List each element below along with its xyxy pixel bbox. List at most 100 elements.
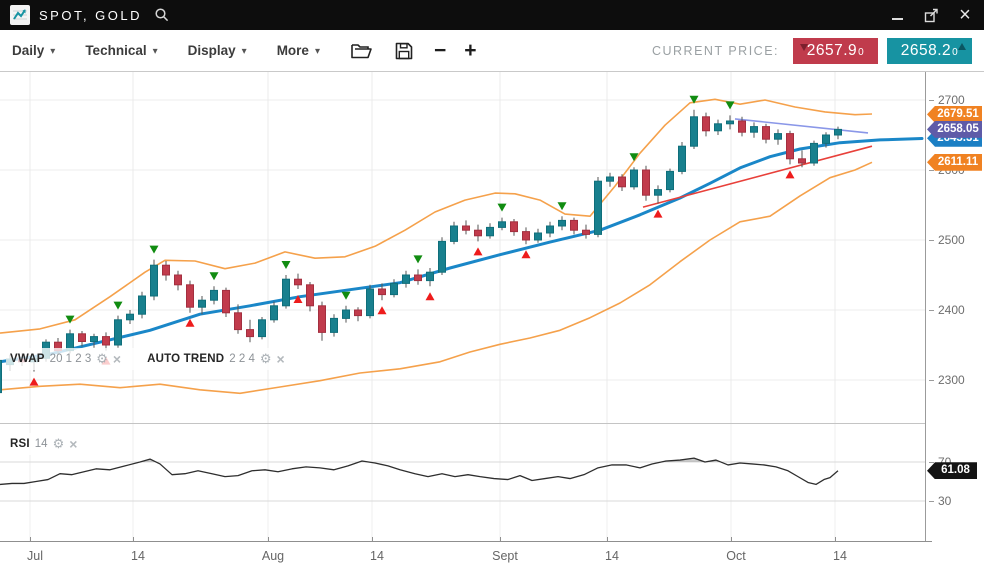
- candle-body: [0, 359, 2, 394]
- price-up-arrow-icon: [958, 42, 966, 50]
- time-axis[interactable]: Jul 14 Aug 14 Sept 14 Oct 14: [0, 537, 932, 569]
- folder-open-icon[interactable]: [350, 39, 374, 63]
- rsi-settings-icon[interactable]: ⚙: [52, 436, 65, 451]
- minimize-button[interactable]: [888, 6, 906, 24]
- auto-trend-params: 2 2 4: [229, 353, 255, 365]
- candle-body: [150, 264, 158, 297]
- candle-body: [282, 278, 290, 307]
- candle-body: [126, 313, 134, 321]
- candle-body: [450, 225, 458, 242]
- sell-arrow-icon: [341, 291, 351, 300]
- price-tick-label: 2700: [929, 92, 965, 108]
- candle-body: [306, 284, 314, 307]
- auto-trend-remove-icon[interactable]: ×: [276, 351, 285, 367]
- window-controls: ×: [888, 4, 974, 26]
- sell-price-button[interactable]: 2657.90: [793, 37, 878, 64]
- last-price-tag: 2658.05: [927, 120, 982, 138]
- buy-arrow-icon: [785, 170, 795, 179]
- search-icon[interactable]: [154, 7, 170, 23]
- candle-body: [762, 126, 770, 140]
- sell-arrow-icon: [149, 245, 159, 254]
- candle-body: [702, 116, 710, 132]
- restore-button[interactable]: [922, 6, 940, 24]
- candle-body: [666, 170, 674, 191]
- chart-logo-icon: [10, 5, 30, 25]
- candle-body: [414, 274, 422, 282]
- candle-body: [294, 278, 302, 286]
- candle-body: [222, 289, 230, 314]
- vwap-params: 20 1 2 3: [49, 353, 92, 365]
- candle-body: [318, 305, 326, 333]
- buy-price-button[interactable]: 2658.20: [887, 37, 972, 64]
- candle-body: [786, 133, 794, 160]
- buy-price-value: 2658.2: [900, 41, 952, 59]
- panel-divider[interactable]: [0, 423, 984, 424]
- time-tick: [835, 537, 836, 542]
- time-tick-label: Aug: [261, 549, 285, 563]
- toolbar-menus: Daily ▾ Technical ▾ Display ▾ More ▾: [12, 43, 350, 58]
- candle-body: [378, 288, 386, 296]
- zoom-in-button[interactable]: +: [464, 38, 477, 62]
- candle-body: [114, 319, 122, 346]
- candle-body: [162, 264, 170, 276]
- toolbar: Daily ▾ Technical ▾ Display ▾ More ▾ − + CURREN…: [0, 30, 984, 72]
- candle-body: [258, 319, 266, 338]
- close-icon[interactable]: ×: [959, 4, 971, 26]
- candle-body: [558, 219, 566, 227]
- zoom-out-button[interactable]: −: [433, 38, 447, 62]
- current-price-label: CURRENT PRICE:: [651, 43, 779, 58]
- candle-body: [534, 232, 542, 241]
- candle-body: [594, 180, 602, 235]
- vwap-settings-icon[interactable]: ⚙: [96, 351, 108, 366]
- buy-arrow-icon: [425, 292, 435, 301]
- candle-body: [210, 289, 218, 301]
- candle-body: [726, 120, 734, 125]
- rsi-remove-icon[interactable]: ×: [69, 436, 78, 452]
- candle-body: [402, 274, 410, 284]
- buy-arrow-icon: [293, 295, 303, 303]
- price-axis[interactable]: 270026002500240023002679.512611.112645.3…: [925, 72, 984, 541]
- menu-display[interactable]: Display ▾: [187, 43, 247, 58]
- candle-body: [498, 221, 506, 228]
- auto-trend-indicator-label: AUTO TREND 2 2 4 ⚙ ×: [147, 351, 285, 367]
- vwap-remove-icon[interactable]: ×: [112, 351, 122, 367]
- buy-arrow-icon: [377, 306, 387, 315]
- price-chart-canvas[interactable]: [0, 72, 925, 423]
- buy-arrow-icon: [29, 377, 39, 386]
- candle-body: [654, 189, 662, 196]
- rsi-chart-canvas[interactable]: [0, 424, 925, 541]
- save-icon[interactable]: [392, 39, 416, 63]
- lower-band-tag: 2611.11: [927, 153, 982, 171]
- rsi-level-label: 30: [929, 493, 951, 509]
- candle-body: [186, 284, 194, 308]
- candle-body: [174, 274, 182, 286]
- candle-body: [270, 305, 278, 321]
- candle-body: [366, 288, 374, 317]
- candle-body: [822, 134, 830, 144]
- chevron-down-icon: ▾: [152, 46, 158, 57]
- candle-body: [522, 231, 530, 241]
- vwap-line: [0, 137, 924, 364]
- menu-daily[interactable]: Daily ▾: [12, 43, 56, 58]
- menu-more[interactable]: More ▾: [276, 43, 320, 58]
- candle-body: [618, 176, 626, 188]
- buy-arrow-icon: [653, 209, 663, 218]
- candle-body: [678, 145, 686, 172]
- signal-arrows-layer: [29, 95, 795, 386]
- time-tick: [500, 537, 501, 542]
- auto-trend-settings-icon[interactable]: ⚙: [259, 351, 272, 366]
- candle-body: [462, 225, 470, 231]
- buy-arrow-icon: [185, 318, 195, 327]
- sell-arrow-icon: [725, 101, 735, 110]
- candle-body: [606, 176, 614, 182]
- chevron-down-icon: ▾: [314, 46, 320, 57]
- candle-body: [834, 128, 842, 136]
- time-tick-label: Sept: [492, 549, 518, 563]
- vwap-name: VWAP: [10, 353, 45, 365]
- buy-arrow-icon: [521, 250, 531, 259]
- sell-arrow-icon: [689, 95, 699, 104]
- menu-technical[interactable]: Technical ▾: [85, 43, 158, 58]
- candle-body: [630, 169, 638, 188]
- candle-body: [798, 158, 806, 164]
- candle-body: [138, 295, 146, 315]
